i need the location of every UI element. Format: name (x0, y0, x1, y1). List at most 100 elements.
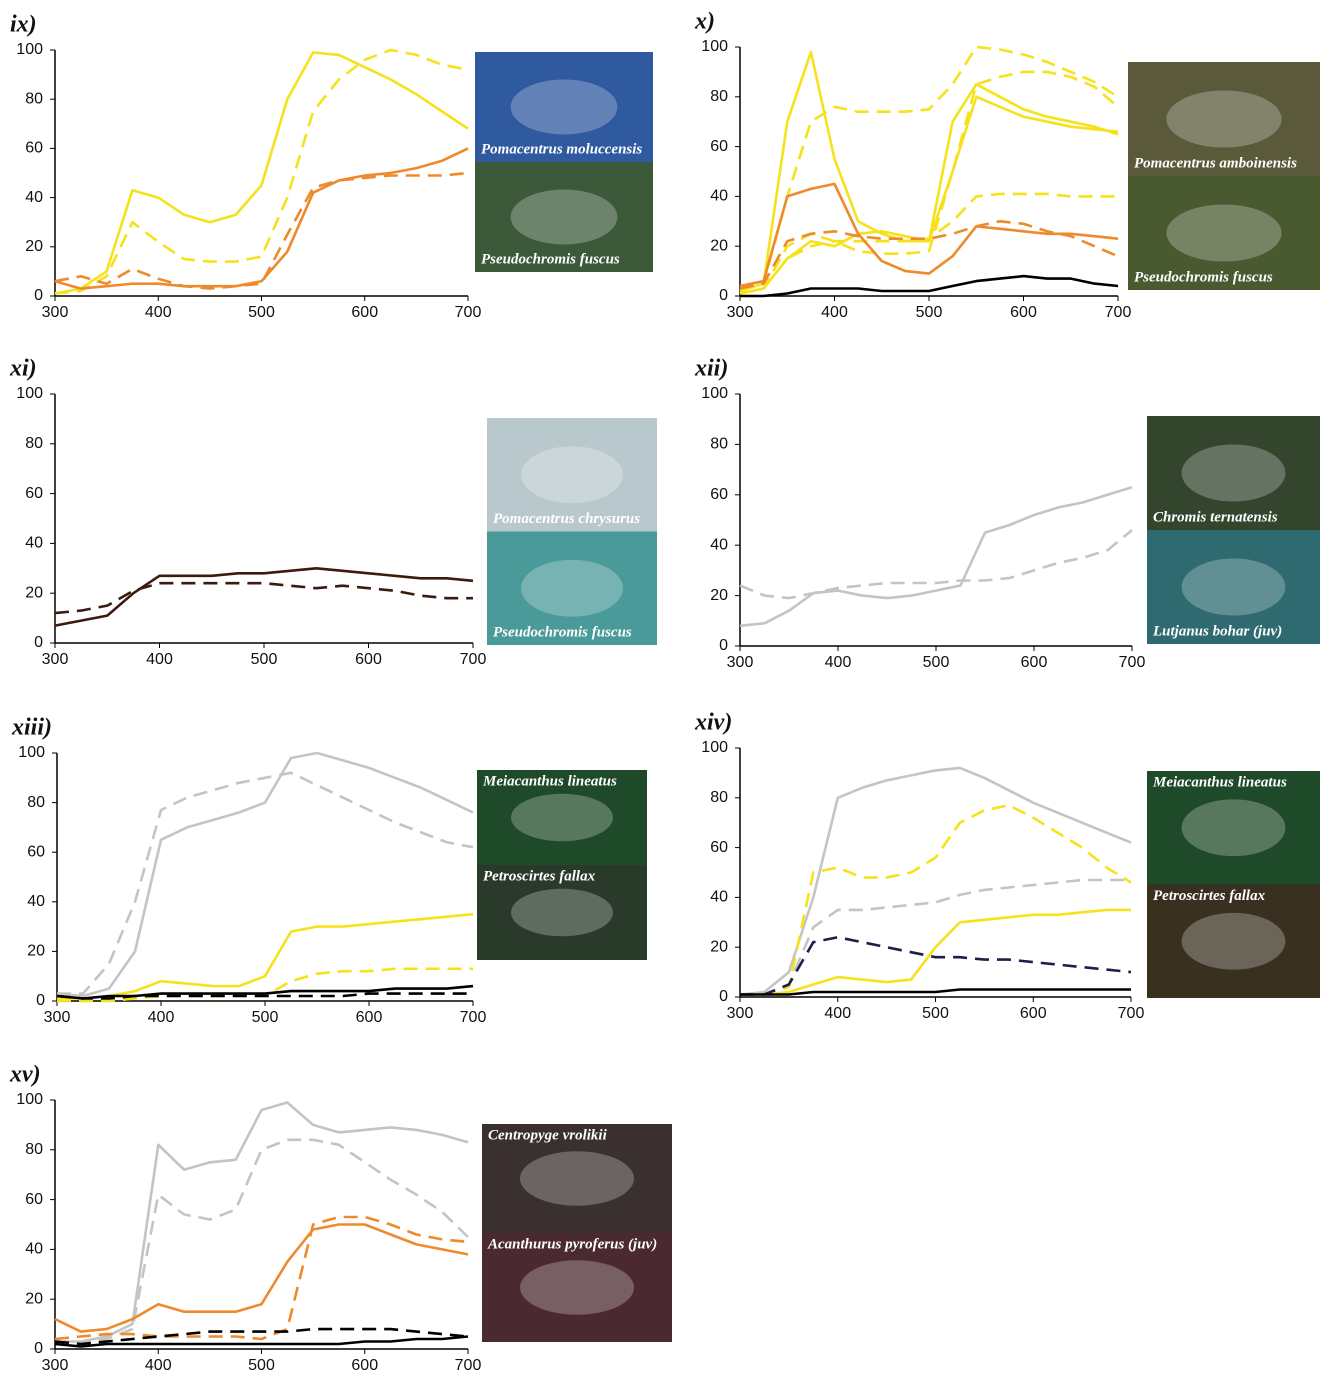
photo-caption: Centropyge vrolikii (488, 1127, 608, 1143)
y-tick-label: 100 (16, 385, 43, 402)
photo (1147, 884, 1320, 998)
y-tick-label: 60 (710, 138, 728, 155)
x-tick-label: 500 (248, 1357, 275, 1374)
photo-caption: Lutjanus bohar (juv) (1152, 623, 1282, 639)
series-line (739, 50, 1119, 293)
series-line (739, 95, 1119, 295)
x-tick-label: 600 (356, 1009, 383, 1026)
photo-caption: Petroscirtes fallax (1153, 888, 1266, 904)
panel: xiii) 0 20 40 60 80 100 300 400 500 600 700 Meiacant… (11, 715, 647, 1026)
fish (521, 559, 623, 617)
y-tick-label: 100 (16, 1091, 43, 1108)
photo-caption: Pomacentrus chrysurus (493, 511, 640, 527)
x-tick-label: 500 (922, 1005, 949, 1022)
x-tick-label: 300 (42, 304, 69, 321)
x-tick-label: 300 (727, 304, 754, 321)
y-tick-label: 80 (25, 90, 43, 107)
x-tick-label: 500 (916, 304, 943, 321)
fish (1166, 204, 1282, 262)
x-tick-label: 300 (727, 1005, 754, 1022)
series-line (54, 1223, 469, 1333)
panel-title: xi) (9, 356, 37, 382)
fish (510, 189, 618, 245)
y-tick-label: 0 (719, 988, 728, 1005)
photo (1147, 771, 1320, 885)
photo-caption: Pomacentrus amboinensis (1134, 155, 1297, 171)
series-line (739, 485, 1133, 628)
x-tick-label: 400 (825, 654, 852, 671)
series-line (54, 581, 473, 615)
series-line (739, 220, 1119, 290)
photo-caption: Pseudochromis fuscus (1134, 269, 1273, 285)
x-tick-label: 700 (1118, 1005, 1145, 1022)
x-tick-label: 700 (460, 651, 487, 668)
y-tick-label: 100 (701, 739, 728, 756)
photo (1128, 176, 1320, 290)
y-tick-label: 20 (710, 237, 728, 254)
photo (1128, 62, 1320, 176)
fish (1181, 444, 1286, 502)
photo (1147, 416, 1320, 530)
series-line (54, 1335, 469, 1348)
y-tick-label: 60 (710, 486, 728, 503)
series-line (739, 70, 1119, 295)
y-tick-label: 0 (36, 992, 45, 1009)
photo-caption: Petroscirtes fallax (483, 868, 596, 884)
fish (510, 79, 618, 135)
y-tick-label: 80 (25, 435, 43, 452)
series-line (739, 45, 1119, 293)
y-tick-label: 60 (25, 140, 43, 157)
y-tick-label: 80 (710, 88, 728, 105)
fish (521, 446, 623, 504)
panel-title: ix) (10, 12, 37, 38)
series-line (57, 771, 474, 995)
x-tick-label: 500 (923, 654, 950, 671)
x-tick-label: 700 (460, 1009, 487, 1026)
series-line (54, 1138, 469, 1346)
panel-title: xiii) (11, 715, 52, 741)
y-tick-label: 60 (710, 839, 728, 856)
x-tick-label: 600 (1020, 1005, 1047, 1022)
panel: xii) 0 20 40 60 80 100 300 400 500 600 700 Chromis t… (694, 356, 1320, 671)
photo (477, 865, 647, 960)
photo-caption: Pseudochromis fuscus (493, 624, 632, 640)
photo-caption: Pseudochromis fuscus (481, 251, 620, 267)
photo-caption: Acanthurus pyroferus (juv) (487, 1236, 657, 1252)
x-tick-label: 600 (351, 304, 378, 321)
y-tick-label: 20 (710, 587, 728, 604)
series-line (739, 529, 1133, 600)
series-line (740, 935, 1132, 996)
x-tick-label: 400 (145, 304, 172, 321)
y-tick-label: 80 (25, 1141, 43, 1158)
photo (475, 162, 653, 272)
y-tick-label: 40 (27, 893, 45, 910)
series-line (55, 1101, 469, 1343)
y-tick-label: 20 (27, 943, 45, 960)
panel-title: xii) (694, 356, 728, 382)
photo-caption: Meiacanthus lineatus (1152, 774, 1287, 790)
panel-title: xiv) (694, 710, 732, 736)
y-tick-label: 40 (25, 535, 43, 552)
photo (477, 770, 647, 865)
panel: x) 0 20 40 60 80 100 300 400 500 600 700 Pomacentrus… (694, 9, 1320, 321)
series-line (740, 988, 1131, 996)
y-tick-label: 100 (18, 744, 45, 761)
series-line (54, 51, 469, 295)
x-tick-label: 600 (351, 1357, 378, 1374)
y-tick-label: 100 (16, 41, 43, 58)
x-tick-label: 600 (355, 651, 382, 668)
y-tick-label: 80 (710, 789, 728, 806)
fish (511, 888, 613, 937)
y-tick-label: 40 (710, 889, 728, 906)
x-tick-label: 500 (248, 304, 275, 321)
fish (520, 1151, 634, 1206)
y-tick-label: 40 (710, 188, 728, 205)
series-line (54, 567, 474, 627)
panel: xv) 0 20 40 60 80 100 300 400 500 600 700 Centropyge… (9, 1062, 672, 1374)
x-tick-label: 400 (148, 1009, 175, 1026)
y-tick-label: 40 (710, 536, 728, 553)
photo (475, 52, 653, 162)
y-tick-label: 0 (34, 287, 43, 304)
series-line (54, 147, 469, 290)
